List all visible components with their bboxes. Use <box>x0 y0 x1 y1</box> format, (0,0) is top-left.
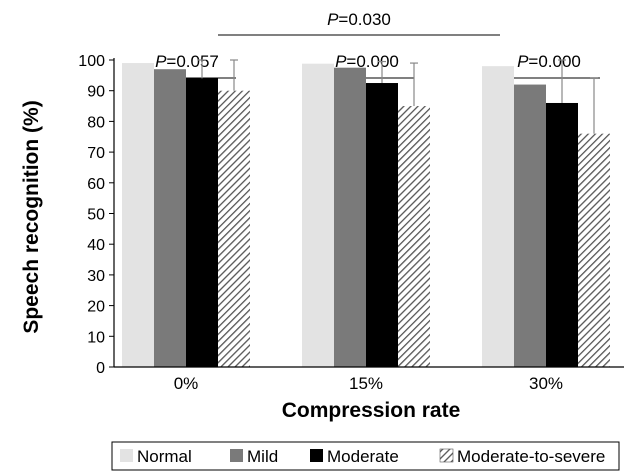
legend-label: Mild <box>247 447 278 466</box>
legend-label: Moderate <box>327 447 399 466</box>
p-symbol: P <box>335 52 347 71</box>
legend-box <box>111 441 620 471</box>
bar-mild-1 <box>154 69 186 368</box>
y-tick-label: 0 <box>96 360 105 377</box>
p-symbol: P <box>327 10 339 29</box>
y-tick-label: 10 <box>87 329 105 346</box>
y-tick-label: 40 <box>87 237 105 254</box>
y-tick-label: 20 <box>87 299 105 316</box>
legend-swatch-mild <box>230 449 243 462</box>
legend-swatch-normal <box>120 449 133 462</box>
p-value-label: P=0.000 <box>335 52 399 71</box>
legend-swatch-moderate-to-severe <box>439 448 454 463</box>
p-symbol: P <box>155 52 167 71</box>
p-value-label: P=0.057 <box>155 52 219 71</box>
p-value: =0.030 <box>338 10 390 29</box>
bar-moderate-to-severe-3 <box>578 133 610 367</box>
bar-moderate-1 <box>186 78 218 368</box>
bar-mild-3 <box>514 84 546 367</box>
x-tick-label: 15% <box>349 374 383 393</box>
bars <box>122 63 610 368</box>
p-value: =0.000 <box>528 52 580 71</box>
p-value-label: P=0.000 <box>517 52 581 71</box>
legend: Normal Mild Moderate Moderate-to-severe <box>111 441 620 471</box>
y-tick-label: 50 <box>87 207 105 224</box>
y-tick-label: 100 <box>78 53 105 70</box>
x-tick-label: 30% <box>529 374 563 393</box>
y-tick-label: 80 <box>87 114 105 131</box>
p-value: =0.057 <box>166 52 218 71</box>
bar-normal-1 <box>122 63 154 367</box>
bar-normal-2 <box>302 63 334 368</box>
legend-swatch-moderate <box>310 449 323 462</box>
p-value: =0.000 <box>346 52 398 71</box>
x-tick-label: 0% <box>174 374 199 393</box>
legend-label: Normal <box>137 447 192 466</box>
p-symbol: P <box>517 52 529 71</box>
axes: 0 10 20 30 40 50 60 70 80 90 100 0% 15% 30% <box>78 53 624 393</box>
y-tick-label: 70 <box>87 145 105 162</box>
bar-moderate-2 <box>366 83 398 368</box>
x-axis-title: Compression rate <box>282 399 461 422</box>
bar-normal-3 <box>482 66 514 367</box>
bar-mild-2 <box>334 67 366 368</box>
y-tick-label: 30 <box>87 268 105 285</box>
y-axis-title: Speech recognition (%) <box>20 100 43 333</box>
bar-moderate-3 <box>546 102 578 367</box>
y-tick-label: 90 <box>87 84 105 101</box>
bar-moderate-to-severe-1 <box>218 90 250 367</box>
bar-moderate-to-severe-2 <box>398 106 430 368</box>
error-bars <box>198 59 598 134</box>
y-tick-label: 60 <box>87 176 105 193</box>
legend-label: Moderate-to-severe <box>457 447 605 466</box>
p-value-label: P=0.030 <box>327 10 391 29</box>
